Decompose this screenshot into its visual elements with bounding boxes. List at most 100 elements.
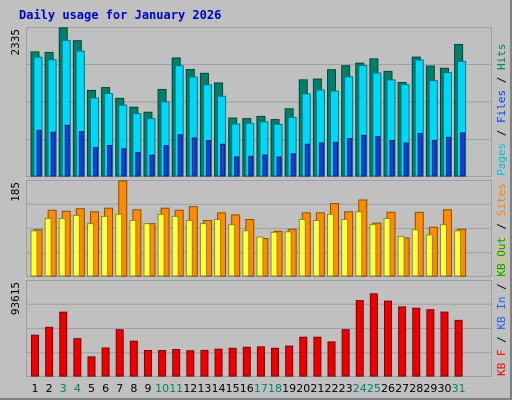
bar-pages: [347, 138, 353, 177]
bar-kb-f: [384, 300, 392, 377]
legend-item: /: [495, 70, 508, 90]
bar-sites: [439, 224, 447, 277]
bar-pages: [205, 140, 211, 177]
bar-sites: [185, 220, 193, 277]
bar-pages: [403, 142, 409, 177]
legend-item: Visits: [495, 236, 508, 276]
bar-kb-f: [214, 348, 223, 377]
bar-kb-f: [256, 346, 265, 377]
legend-item: /: [495, 277, 508, 297]
day-label: 8: [130, 382, 137, 395]
bar-kb-f: [143, 350, 152, 377]
bar-sites: [383, 217, 391, 277]
bar-kb-f: [228, 347, 237, 377]
bar-kb-f: [355, 300, 364, 377]
bar-sites: [355, 211, 363, 277]
day-label: 5: [88, 382, 95, 395]
bar-kb-f: [31, 334, 39, 377]
day-label: 7: [116, 382, 123, 395]
bar-kb-f: [341, 329, 350, 377]
bar-kb-f: [200, 349, 209, 377]
chart-panel-2: 185 Visits / Sites: [9, 179, 508, 278]
legend-item: /: [495, 123, 508, 143]
bar-kb-f: [299, 336, 308, 377]
bar-kb-f: [398, 306, 407, 377]
bar-pages: [234, 156, 240, 177]
day-label: 23: [339, 382, 353, 395]
legend-item: KB F: [495, 350, 508, 377]
bar-sites: [312, 220, 320, 277]
legend-item: KB In: [495, 297, 508, 330]
day-label: 12: [183, 382, 197, 395]
day-label: 19: [282, 382, 296, 395]
day-label: 3: [60, 382, 67, 395]
bar-pages: [78, 131, 84, 177]
day-label: 6: [102, 382, 109, 395]
bar-kb-f: [426, 309, 435, 377]
day-label: 11: [169, 382, 183, 395]
bar-sites: [30, 230, 38, 277]
bar-sites: [157, 213, 165, 277]
day-label: 13: [197, 382, 211, 395]
bar-pages: [445, 136, 451, 177]
bar-kb-f: [440, 311, 449, 377]
bar-kb-f: [172, 349, 181, 377]
bar-pages: [36, 129, 42, 177]
legend-item: /: [495, 216, 508, 236]
day-label: 16: [240, 382, 254, 395]
bar-kb-f: [59, 311, 68, 377]
bar-pages: [262, 154, 268, 177]
day-label: 29: [423, 382, 437, 395]
bar-sites: [341, 219, 349, 277]
bar-kb-f: [242, 346, 251, 377]
day-label: 24: [353, 382, 367, 395]
day-label: 22: [325, 382, 339, 395]
day-label: 17: [254, 382, 268, 395]
bar-kb-f: [101, 347, 110, 377]
bar-pages: [361, 134, 367, 177]
bar-pages: [431, 140, 437, 177]
bar-pages: [248, 155, 254, 177]
bar-pages: [92, 146, 98, 177]
bar-pages: [318, 142, 324, 177]
bar-sites: [454, 230, 462, 277]
bar-kb-f: [73, 338, 82, 377]
bar-pages: [191, 137, 197, 177]
bar-kb-f: [45, 326, 54, 377]
day-label: 30: [437, 382, 451, 395]
bar-kb-f: [285, 345, 294, 377]
bar-pages: [50, 131, 56, 177]
day-label: 25: [367, 382, 381, 395]
bar-pages: [107, 145, 113, 177]
day-label: 21: [310, 382, 324, 395]
bar-kb-f: [129, 340, 138, 377]
bar-sites: [270, 231, 278, 277]
bar-sites: [284, 231, 292, 277]
bar-sites: [411, 229, 419, 277]
bar-sites: [101, 215, 109, 277]
legend-item: Sites: [495, 183, 508, 216]
day-label: 20: [296, 382, 310, 395]
day-label: 26: [381, 382, 395, 395]
series-legend: KB F / KB In / KB Out: [495, 237, 508, 376]
legend-item: /: [495, 330, 508, 350]
bar-pages: [389, 140, 395, 177]
bar-sites: [129, 220, 137, 277]
series-legend: Pages / Files / Hits: [495, 44, 508, 177]
bar-sites: [214, 219, 222, 277]
bar-kb-f: [186, 350, 195, 377]
y-max-label: 93615: [9, 282, 22, 315]
legend-item: Files: [495, 90, 508, 123]
bar-pages: [304, 143, 310, 177]
bar-sites: [397, 235, 405, 277]
day-label: 4: [74, 382, 81, 395]
bar-kb-f: [115, 329, 124, 377]
day-label: 14: [212, 382, 226, 395]
day-label: 18: [268, 382, 282, 395]
day-label: 31: [452, 382, 466, 395]
bar-sites: [72, 214, 80, 277]
bar-sites: [86, 223, 94, 277]
bar-sites: [425, 234, 433, 277]
bar-pages: [177, 134, 183, 177]
